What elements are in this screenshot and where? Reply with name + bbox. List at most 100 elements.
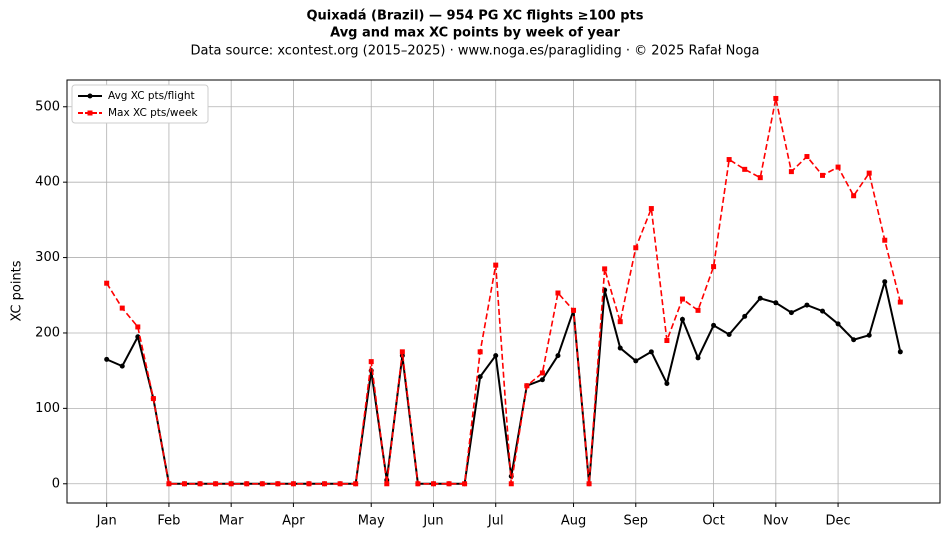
marker [617, 345, 623, 351]
marker [135, 334, 141, 340]
marker [835, 164, 841, 170]
marker [897, 349, 903, 355]
marker [539, 377, 545, 383]
marker [259, 481, 265, 487]
marker [695, 307, 701, 313]
marker [866, 170, 872, 176]
x-tick-label: Feb [157, 514, 180, 529]
y-tick-label: 300 [35, 250, 60, 265]
x-tick-label: Jul [487, 514, 504, 529]
y-tick-label: 0 [52, 476, 60, 491]
x-tick-label: Nov [763, 514, 789, 529]
marker [851, 193, 857, 199]
marker [104, 356, 110, 362]
marker [368, 359, 374, 365]
marker [804, 302, 810, 308]
marker [633, 245, 639, 251]
legend-label: Max XC pts/week [108, 107, 198, 119]
marker [586, 481, 592, 487]
marker [119, 305, 125, 311]
marker [742, 313, 748, 319]
marker [711, 264, 717, 270]
marker [430, 481, 436, 487]
series-line [106, 98, 902, 485]
marker [119, 363, 125, 369]
marker [493, 262, 499, 268]
marker [773, 300, 779, 306]
marker [244, 481, 250, 487]
marker [711, 322, 717, 328]
chart-subtitle: Avg and max XC points by week of year [330, 26, 620, 41]
legend: Avg XC pts/flight Max XC pts/week [71, 84, 209, 124]
marker [571, 307, 577, 313]
legend-marker [87, 110, 93, 116]
y-tick-label: 400 [35, 175, 60, 190]
x-tick-label: Aug [561, 514, 586, 529]
legend-frame [71, 84, 209, 124]
marker [508, 481, 514, 487]
marker [695, 355, 701, 361]
marker [104, 280, 110, 286]
marker [290, 481, 296, 487]
marker [664, 338, 670, 344]
marker [820, 308, 826, 314]
y-tick-label: 100 [35, 401, 60, 416]
marker [275, 481, 281, 487]
marker [539, 370, 545, 376]
marker [197, 481, 203, 487]
marker [726, 331, 732, 337]
marker [679, 296, 685, 302]
marker [150, 396, 156, 402]
marker [820, 172, 826, 178]
marker [633, 358, 639, 364]
marker [602, 266, 608, 272]
marker [882, 237, 888, 243]
x-tick-label: Sep [624, 514, 649, 529]
x-tick-label: Dec [825, 514, 850, 529]
marker [477, 374, 483, 380]
marker [757, 295, 763, 301]
chart-source: Data source: xcontest.org (2015–2025) · … [190, 44, 759, 59]
marker [493, 353, 499, 359]
marker [384, 481, 390, 487]
x-tick-label: Jun [422, 514, 443, 529]
marker [882, 279, 888, 285]
marker [617, 319, 623, 325]
legend-marker [87, 93, 93, 99]
marker [306, 481, 312, 487]
marker [866, 332, 872, 338]
plot-frame [66, 79, 941, 504]
legend-label: Avg XC pts/flight [108, 90, 195, 102]
marker [337, 481, 343, 487]
marker [415, 481, 421, 487]
marker [664, 380, 670, 386]
marker [742, 166, 748, 172]
marker [166, 481, 172, 487]
marker [726, 157, 732, 163]
marker [446, 481, 452, 487]
marker [322, 481, 328, 487]
marker [213, 481, 219, 487]
marker [804, 154, 810, 160]
y-tick-label: 200 [35, 325, 60, 340]
marker [835, 321, 841, 327]
marker [228, 481, 234, 487]
marker [135, 324, 141, 330]
x-tick-label: Apr [282, 514, 305, 529]
x-tick-label: May [358, 514, 385, 529]
marker [648, 349, 654, 355]
marker [181, 481, 187, 487]
y-axis-label: XC points [10, 260, 25, 321]
marker [851, 337, 857, 343]
marker [462, 481, 468, 487]
marker [524, 383, 530, 389]
marker [555, 353, 561, 359]
marker [477, 349, 483, 355]
x-tick-label: Oct [702, 514, 724, 529]
y-tick-label: 500 [35, 99, 60, 114]
marker [757, 175, 763, 181]
x-tick-label: Jan [96, 514, 117, 529]
marker [648, 206, 654, 212]
marker [788, 310, 794, 316]
marker [555, 290, 561, 296]
